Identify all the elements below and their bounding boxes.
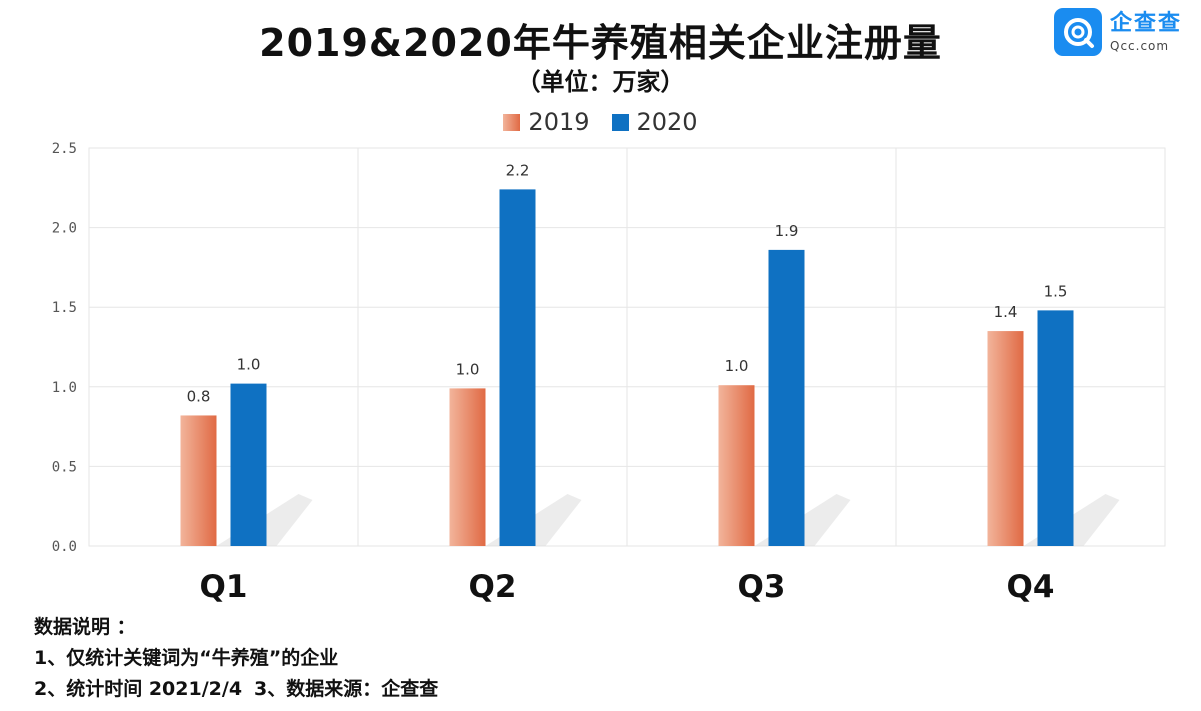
qcc-search-icon (1054, 8, 1102, 56)
data-label-2019-Q2: 1.0 (456, 360, 480, 378)
y-tick-label: 1.0 (52, 380, 77, 396)
data-label-2020-Q4: 1.5 (1044, 282, 1068, 300)
legend-label-2019: 2019 (528, 108, 590, 136)
legend-swatch-2020 (611, 113, 629, 131)
x-tick-label-Q3: Q3 (738, 569, 786, 605)
bar-2020-Q1 (230, 383, 267, 546)
legend-swatch-2019 (503, 113, 521, 131)
qcc-logo: 企查查 Qcc.com (1054, 8, 1182, 56)
data-label-2020-Q3: 1.9 (775, 222, 799, 240)
data-label-2019-Q4: 1.4 (994, 303, 1018, 321)
x-tick-label-Q1: Q1 (200, 569, 248, 605)
bar-2019-Q1 (180, 415, 217, 546)
chart-title: 2019&2020年牛养殖相关企业注册量 (259, 21, 942, 65)
logo-domain: Qcc.com (1110, 38, 1170, 53)
y-tick-label: 2.5 (52, 141, 77, 157)
notes-line-2-date: 2、统计时间 2021/2/4 (34, 678, 243, 700)
chart-subtitle: （单位：万家） (516, 68, 685, 96)
notes-heading: 数据说明 ： (34, 616, 136, 638)
chart-legend: 2019 2020 (0, 108, 1201, 136)
data-label-2020-Q2: 2.2 (506, 161, 530, 179)
logo-name: 企查查 (1110, 10, 1183, 36)
y-tick-label: 1.5 (52, 300, 77, 316)
notes-line-2: 2、统计时间 2021/2/4 3、数据来源：企查查 (34, 674, 438, 705)
notes-line-1: 1、仅统计关键词为“牛养殖”的企业 (34, 647, 339, 669)
bar-2020-Q3 (768, 249, 805, 546)
bar-2020-Q2 (499, 189, 536, 546)
bar-2019-Q4 (987, 331, 1024, 546)
data-label-2019-Q3: 1.0 (725, 357, 749, 375)
y-tick-label: 0.0 (52, 539, 77, 555)
bar-2019-Q2 (449, 388, 486, 546)
y-tick-label: 2.0 (52, 221, 77, 237)
legend-item-2020: 2020 (611, 108, 698, 136)
legend-item-2019: 2019 (503, 108, 590, 136)
legend-label-2020: 2020 (636, 108, 698, 136)
y-tick-label: 0.5 (52, 459, 77, 475)
notes-line-2-source: 3、数据来源：企查查 (254, 678, 439, 700)
bar-2019-Q3 (718, 385, 755, 546)
data-label-2020-Q1: 1.0 (237, 356, 261, 374)
x-tick-label-Q2: Q2 (469, 569, 517, 605)
data-label-2019-Q1: 0.8 (187, 387, 211, 405)
x-tick-label-Q4: Q4 (1007, 569, 1055, 605)
bar-2020-Q4 (1037, 310, 1074, 546)
data-notes: 数据说明 ： 1、仅统计关键词为“牛养殖”的企业 2、统计时间 2021/2/4… (34, 612, 438, 705)
